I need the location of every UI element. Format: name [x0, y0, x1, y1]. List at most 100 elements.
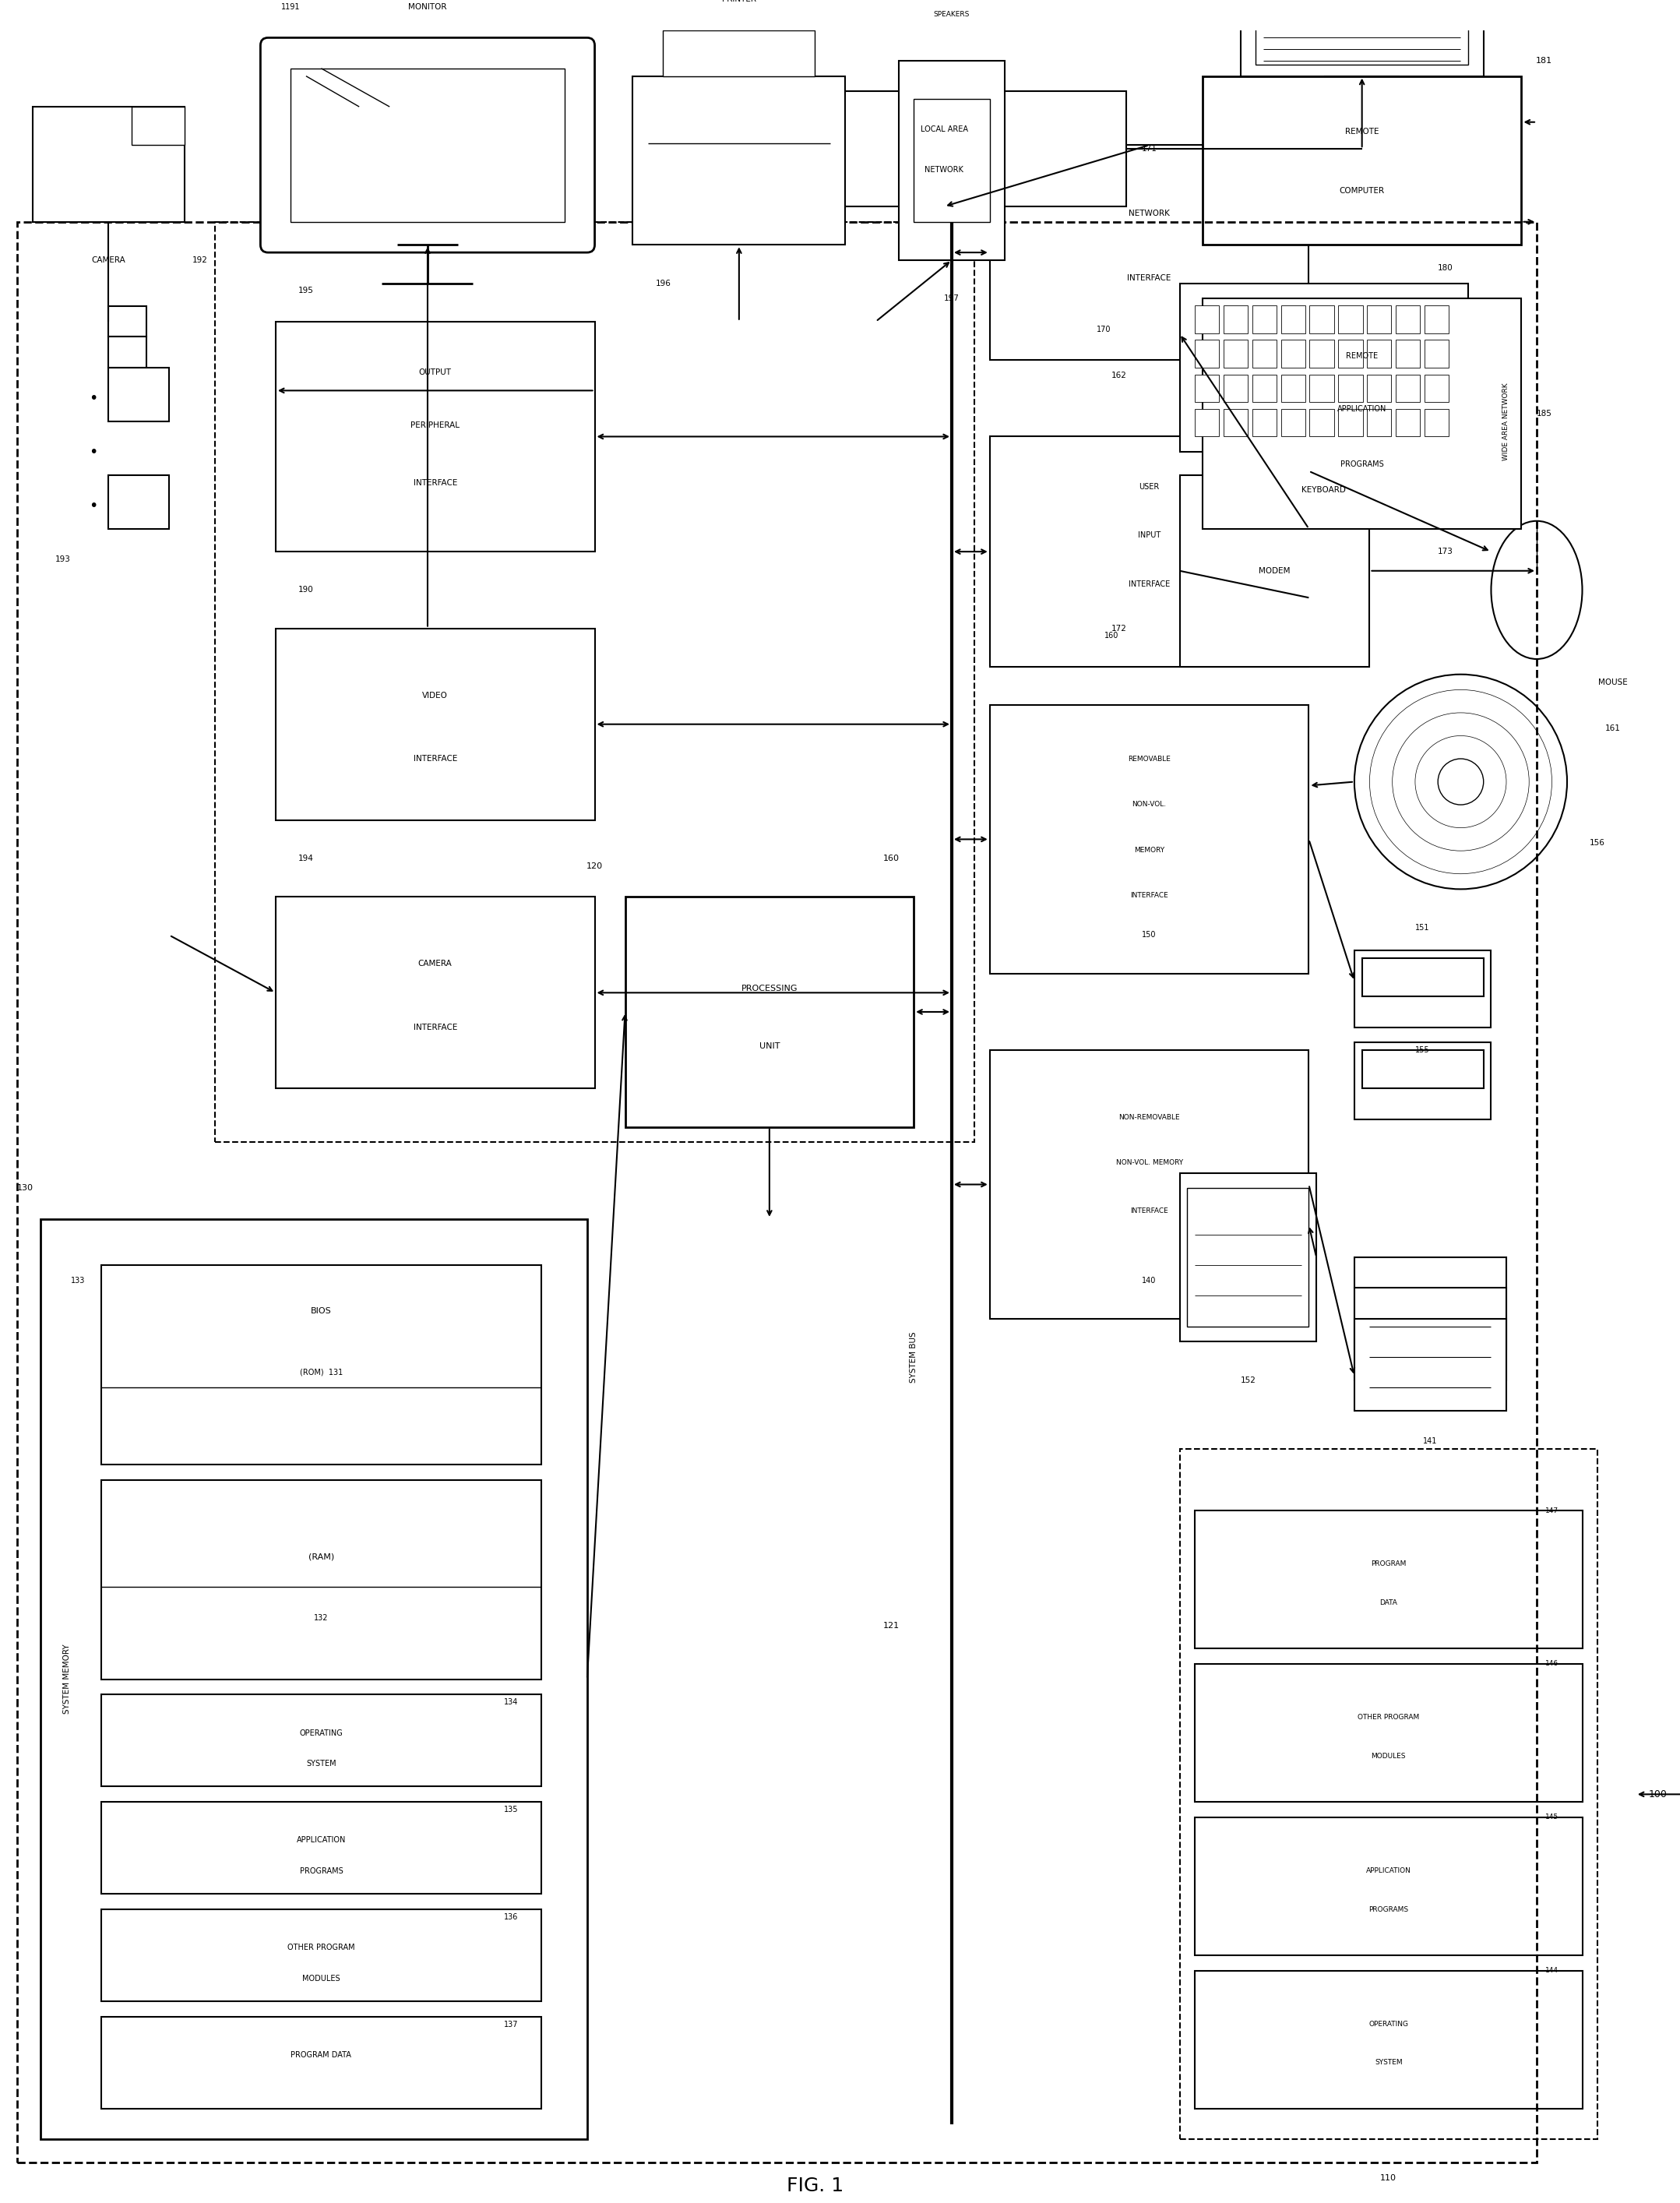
FancyBboxPatch shape: [1310, 375, 1334, 403]
Text: LOCAL AREA: LOCAL AREA: [921, 126, 968, 132]
Text: 145: 145: [1546, 1813, 1559, 1822]
Text: 197: 197: [944, 295, 959, 302]
Text: •: •: [89, 498, 97, 513]
Text: 150: 150: [1142, 932, 1156, 938]
FancyBboxPatch shape: [1425, 410, 1448, 436]
Text: NON-VOL.: NON-VOL.: [1132, 802, 1166, 809]
FancyBboxPatch shape: [1223, 339, 1248, 368]
Text: (ROM)  131: (ROM) 131: [299, 1368, 343, 1377]
FancyBboxPatch shape: [1368, 410, 1391, 436]
Text: FIG. 1: FIG. 1: [786, 2177, 843, 2194]
Text: NON-REMOVABLE: NON-REMOVABLE: [1119, 1115, 1179, 1121]
Text: 160: 160: [882, 855, 899, 861]
Text: OPERATING: OPERATING: [1369, 2020, 1408, 2029]
Text: APPLICATION: APPLICATION: [1337, 405, 1386, 412]
FancyBboxPatch shape: [1179, 284, 1468, 452]
FancyBboxPatch shape: [101, 1910, 541, 2000]
Text: APPLICATION: APPLICATION: [297, 1837, 346, 1844]
FancyBboxPatch shape: [1362, 1051, 1483, 1088]
FancyBboxPatch shape: [1280, 375, 1305, 403]
Text: 134: 134: [504, 1699, 519, 1705]
Text: 192: 192: [192, 256, 207, 264]
Text: INTERFACE: INTERFACE: [413, 478, 457, 487]
FancyBboxPatch shape: [1396, 375, 1420, 403]
Text: INTERFACE: INTERFACE: [1131, 1207, 1168, 1214]
Text: PRINTER: PRINTER: [722, 0, 756, 2]
FancyBboxPatch shape: [101, 1265, 541, 1465]
FancyBboxPatch shape: [1203, 77, 1522, 245]
Text: 161: 161: [1604, 725, 1621, 731]
Text: VIDEO: VIDEO: [422, 692, 449, 698]
FancyBboxPatch shape: [1203, 300, 1522, 529]
FancyBboxPatch shape: [276, 628, 595, 820]
Text: 141: 141: [1423, 1439, 1438, 1445]
FancyBboxPatch shape: [1354, 1042, 1492, 1119]
FancyBboxPatch shape: [101, 2016, 541, 2108]
Text: SYSTEM MEMORY: SYSTEM MEMORY: [62, 1643, 71, 1714]
FancyBboxPatch shape: [761, 90, 1127, 207]
Text: SYSTEM: SYSTEM: [1374, 2060, 1403, 2066]
Text: 133: 133: [71, 1276, 86, 1284]
Text: 110: 110: [1381, 2174, 1396, 2181]
FancyBboxPatch shape: [1194, 1972, 1583, 2108]
FancyBboxPatch shape: [1223, 410, 1248, 436]
Text: REMOTE: REMOTE: [1346, 352, 1378, 359]
Text: MODEM: MODEM: [1258, 566, 1290, 575]
FancyBboxPatch shape: [32, 106, 185, 223]
Text: (RAM): (RAM): [307, 1553, 334, 1560]
FancyBboxPatch shape: [260, 37, 595, 253]
Text: 195: 195: [299, 286, 314, 295]
Text: MODULES: MODULES: [302, 1974, 339, 1983]
FancyBboxPatch shape: [1354, 1320, 1507, 1410]
Text: 173: 173: [1438, 549, 1453, 555]
Text: 156: 156: [1589, 839, 1604, 846]
Text: 172: 172: [1110, 623, 1127, 632]
Text: 120: 120: [586, 861, 603, 870]
FancyBboxPatch shape: [1368, 306, 1391, 333]
FancyBboxPatch shape: [1368, 339, 1391, 368]
Text: DATA: DATA: [1379, 1599, 1398, 1606]
Text: NETWORK: NETWORK: [924, 165, 964, 174]
Text: REMOVABLE: REMOVABLE: [1127, 756, 1171, 762]
Text: 100: 100: [1650, 1789, 1668, 1800]
FancyBboxPatch shape: [1252, 375, 1277, 403]
FancyBboxPatch shape: [291, 68, 564, 223]
Text: 130: 130: [17, 1185, 34, 1192]
Text: NON-VOL. MEMORY: NON-VOL. MEMORY: [1116, 1159, 1183, 1168]
FancyBboxPatch shape: [914, 99, 990, 223]
Text: WIDE AREA NETWORK: WIDE AREA NETWORK: [1504, 383, 1510, 460]
FancyBboxPatch shape: [1179, 1172, 1317, 1342]
Text: OTHER PROGRAM: OTHER PROGRAM: [1357, 1714, 1420, 1721]
Text: PROGRAMS: PROGRAMS: [299, 1868, 343, 1875]
FancyBboxPatch shape: [1280, 306, 1305, 333]
FancyBboxPatch shape: [1339, 375, 1362, 403]
Text: INTERFACE: INTERFACE: [1127, 275, 1171, 282]
Text: CAMERA: CAMERA: [418, 961, 452, 967]
FancyBboxPatch shape: [1252, 339, 1277, 368]
FancyBboxPatch shape: [1310, 339, 1334, 368]
Text: 190: 190: [299, 586, 314, 595]
Text: REMOTE: REMOTE: [1346, 128, 1379, 137]
FancyBboxPatch shape: [101, 1802, 541, 1895]
FancyBboxPatch shape: [1354, 949, 1492, 1027]
Text: PERIPHERAL: PERIPHERAL: [410, 421, 460, 430]
FancyBboxPatch shape: [1354, 1289, 1507, 1379]
Text: 137: 137: [504, 2020, 519, 2029]
FancyBboxPatch shape: [1425, 339, 1448, 368]
Text: 171: 171: [1141, 145, 1158, 152]
Text: 140: 140: [1142, 1276, 1156, 1284]
Text: MONITOR: MONITOR: [408, 2, 447, 11]
Text: 196: 196: [655, 280, 670, 286]
FancyBboxPatch shape: [1194, 339, 1220, 368]
Text: OTHER PROGRAM: OTHER PROGRAM: [287, 1943, 354, 1952]
Text: 170: 170: [1097, 326, 1110, 333]
FancyBboxPatch shape: [1194, 1817, 1583, 1956]
FancyBboxPatch shape: [990, 436, 1309, 668]
Text: 180: 180: [1438, 264, 1453, 271]
FancyBboxPatch shape: [899, 62, 1005, 260]
FancyBboxPatch shape: [1310, 410, 1334, 436]
Text: •: •: [89, 390, 97, 405]
Text: 132: 132: [314, 1615, 328, 1621]
FancyBboxPatch shape: [1339, 410, 1362, 436]
FancyBboxPatch shape: [1425, 306, 1448, 333]
